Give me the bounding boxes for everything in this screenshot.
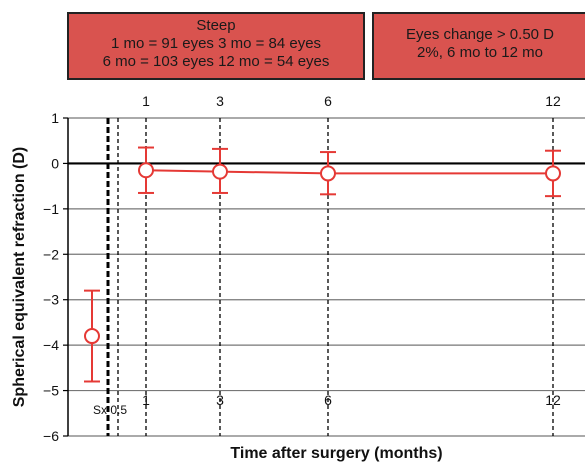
y-tick-label: −4 [43,337,59,353]
data-point [138,162,154,179]
y-tick-label: −3 [43,292,59,308]
steep-box-line1: 1 mo = 91 eyes 3 mo = 84 eyes [110,35,322,52]
y-tick-label: −5 [43,383,59,399]
change-box-line1: Eyes change > 0.50 D [405,26,554,43]
steep-info-box: Steep 1 mo = 91 eyes 3 mo = 84 eyes 6 mo… [67,12,365,80]
change-info-box: Eyes change > 0.50 D 2%, 6 mo to 12 mo [372,12,585,80]
top-month-label: 3 [216,93,224,109]
bottom-month-label: 3 [216,392,224,408]
bottom-month-label: 6 [324,392,332,408]
bottom-month-label: 1 [142,392,150,408]
surgery-label: Sx 0.5 [93,403,127,417]
y-tick-label: 1 [51,110,59,126]
preop-point [84,328,100,345]
top-month-label: 6 [324,93,332,109]
data-point [212,163,228,180]
y-tick-label: −2 [43,246,59,262]
y-tick-label: 0 [51,155,59,171]
data-point [320,165,336,182]
steep-box-line2: 6 mo = 103 eyes 12 mo = 54 eyes [102,53,330,70]
top-month-label: 12 [545,93,561,109]
bottom-month-label: 12 [545,392,561,408]
data-point [545,165,561,182]
series-line [145,169,553,175]
steep-box-title: Steep [196,17,236,34]
x-axis-label: Time after surgery (months) [230,445,442,462]
y-tick-label: −1 [43,201,59,217]
y-tick-label: −6 [43,428,59,444]
change-box-line2: 2%, 6 mo to 12 mo [417,44,543,61]
y-axis-label: Spherical equivalent refraction (D) [11,147,28,408]
top-month-label: 1 [142,93,150,109]
